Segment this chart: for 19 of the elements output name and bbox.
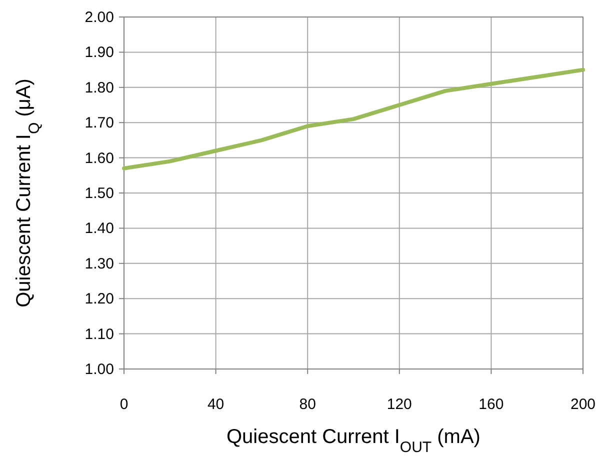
y-tick-label: 1.00 bbox=[84, 361, 114, 378]
y-tick-label: 1.10 bbox=[84, 326, 114, 343]
y-tick-label: 1.40 bbox=[84, 220, 114, 238]
y-tick-label: 1.50 bbox=[84, 185, 114, 202]
y-tick-label: 1.90 bbox=[84, 44, 114, 62]
y-tick-label: 1.80 bbox=[84, 79, 114, 96]
x-tick-label: 80 bbox=[299, 396, 316, 413]
y-tick-label: 1.70 bbox=[84, 114, 114, 132]
x-tick-label: 0 bbox=[120, 396, 128, 413]
x-axis-title: Quiescent Current I$_{OUT}$ (mA) bbox=[226, 426, 480, 456]
line-series bbox=[122, 68, 585, 170]
y-tick-label: 1.60 bbox=[84, 150, 114, 167]
x-tick-label: 160 bbox=[478, 396, 504, 413]
y-tick-label: 2.00 bbox=[84, 9, 114, 26]
y-tick-label: 1.20 bbox=[84, 290, 114, 308]
x-tick-label: 40 bbox=[207, 396, 224, 413]
x-tick-label: 200 bbox=[570, 396, 596, 413]
y-tick-label: 1.30 bbox=[84, 255, 114, 272]
x-tick-label: 120 bbox=[386, 396, 412, 413]
